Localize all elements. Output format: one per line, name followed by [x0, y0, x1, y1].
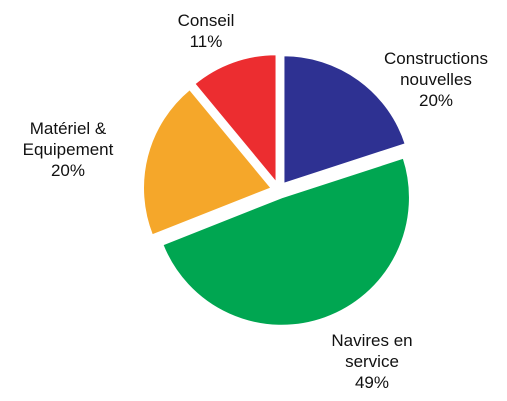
- value-label: 20%: [418, 91, 454, 110]
- category-label: Constructions nouvelles: [384, 49, 488, 89]
- category-label: Matériel & Equipement: [22, 119, 114, 159]
- value-label: 11%: [189, 32, 223, 51]
- slice-label: Navires en service 49%: [331, 330, 412, 393]
- value-label: 49%: [354, 373, 390, 392]
- slice-label: Matériel & Equipement 20%: [23, 118, 114, 181]
- pie-slice: [193, 53, 278, 185]
- slice-label: Conseil 11%: [178, 10, 235, 52]
- value-label: 20%: [50, 161, 86, 180]
- pie-slice: [282, 54, 407, 185]
- pie-slice: [161, 157, 411, 327]
- category-label: Navires en service: [331, 331, 413, 371]
- category-label: Conseil: [177, 11, 235, 30]
- slice-label: Constructions nouvelles 20%: [384, 48, 488, 111]
- pie-slice: [142, 88, 273, 237]
